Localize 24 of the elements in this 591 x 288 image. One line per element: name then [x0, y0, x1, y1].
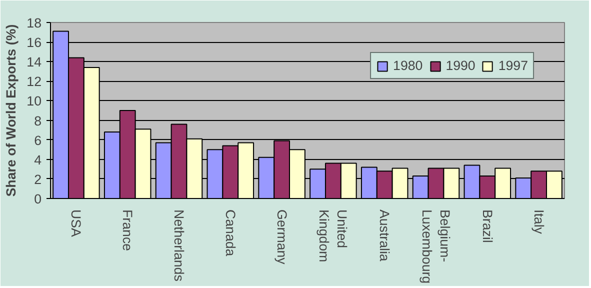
x-tick-label: France [120, 210, 136, 251]
x-tick-label: United Kingdom [316, 210, 350, 262]
y-tick-label: 8 [34, 113, 42, 128]
y-axis-title: Share of World Exports (%) [4, 24, 19, 197]
y-tick-label: 12 [26, 74, 42, 90]
x-tick-label: USA [68, 210, 84, 238]
y-tick-label: 2 [34, 172, 42, 187]
y-tick-label: 4 [34, 152, 42, 168]
x-tick-label: Germany [274, 210, 290, 265]
y-tick-label: 0 [34, 192, 42, 206]
x-tick-label: Netherlands [172, 210, 186, 282]
y-tick-label: 14 [26, 54, 42, 70]
x-tick-label: Brazil [480, 210, 495, 243]
legend-label: 1980 [393, 58, 423, 73]
x-tick-label: Italy [531, 210, 546, 234]
y-tick-label: 16 [26, 35, 42, 50]
legend-label: 1990 [446, 58, 476, 73]
y-tick-label: 10 [26, 94, 42, 109]
x-tick-label: Canada [222, 210, 238, 257]
x-tick-label: Belgium-Luxembourg [420, 210, 452, 284]
legend-label: 1997 [498, 58, 528, 73]
y-tick-label: 6 [34, 132, 42, 148]
y-tick-label: 18 [26, 16, 42, 30]
x-tick-label: Australia [377, 210, 392, 262]
